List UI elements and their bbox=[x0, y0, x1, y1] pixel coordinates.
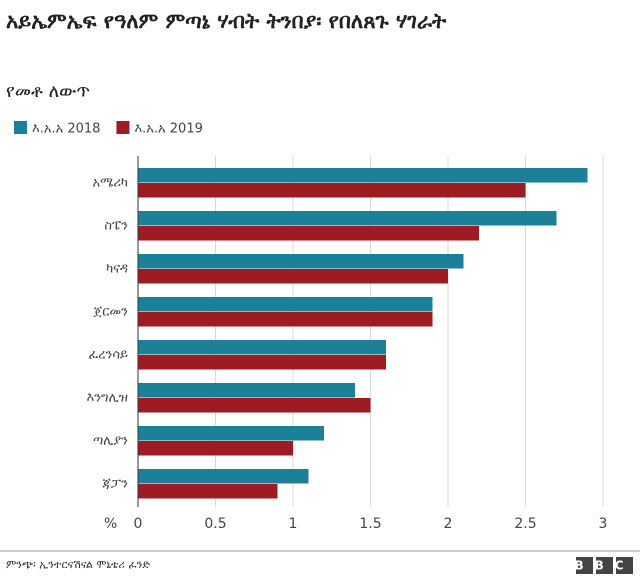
y-tick-label: ጣሊያን bbox=[93, 434, 128, 449]
logo-text: BBC bbox=[574, 559, 634, 573]
bar bbox=[138, 269, 448, 284]
bar bbox=[138, 469, 309, 484]
x-tick-label: 2 bbox=[444, 516, 453, 532]
bar bbox=[138, 355, 386, 370]
x-axis-label: % bbox=[104, 516, 117, 532]
bar bbox=[138, 297, 433, 312]
y-tick-label: አሜሪካ bbox=[93, 176, 128, 191]
bar bbox=[138, 226, 479, 241]
y-tick-label: ፈረንሳይ bbox=[88, 348, 128, 363]
bar bbox=[138, 340, 386, 355]
x-tick-label: 1 bbox=[289, 516, 298, 532]
legend-swatch bbox=[14, 121, 27, 134]
chart-title: አይኤምኤፍ የዓለም ምጣኔ ሃብት ትንበያ፡ የበለጸጉ ሃገራት bbox=[6, 9, 447, 33]
bar bbox=[138, 254, 464, 269]
x-tick-label: 1.5 bbox=[359, 516, 381, 532]
y-tick-label: ጃፓን bbox=[102, 477, 128, 492]
legend-label: እ.አ.አ 2018 bbox=[32, 122, 100, 137]
bar bbox=[138, 168, 588, 183]
y-tick-label: ጀርመን bbox=[94, 305, 129, 320]
legend-label: እ.አ.አ 2019 bbox=[134, 122, 202, 137]
y-tick-label: እንግሊዝ bbox=[87, 391, 128, 406]
bar bbox=[138, 211, 557, 226]
x-tick-label: 0 bbox=[134, 516, 143, 532]
bar bbox=[138, 426, 324, 441]
bar bbox=[138, 484, 278, 499]
x-tick-label: 2.5 bbox=[514, 516, 536, 532]
bar bbox=[138, 183, 526, 198]
bar bbox=[138, 441, 293, 456]
x-tick-label: 0.5 bbox=[204, 516, 226, 532]
legend-swatch bbox=[116, 121, 130, 134]
bar bbox=[138, 398, 371, 413]
bar bbox=[138, 383, 355, 398]
logo bbox=[576, 557, 633, 574]
chart-subtitle: የመቶ ለውጥ bbox=[6, 81, 90, 102]
y-tick-label: ስፔን bbox=[104, 219, 128, 234]
bar bbox=[138, 312, 433, 327]
y-tick-label: ካናዳ bbox=[106, 262, 128, 277]
source: ምንጭ፡ ኢንተርናሽናል ሞኒቴሪ ፈንድ bbox=[6, 558, 150, 571]
x-tick-label: 3 bbox=[599, 516, 608, 532]
